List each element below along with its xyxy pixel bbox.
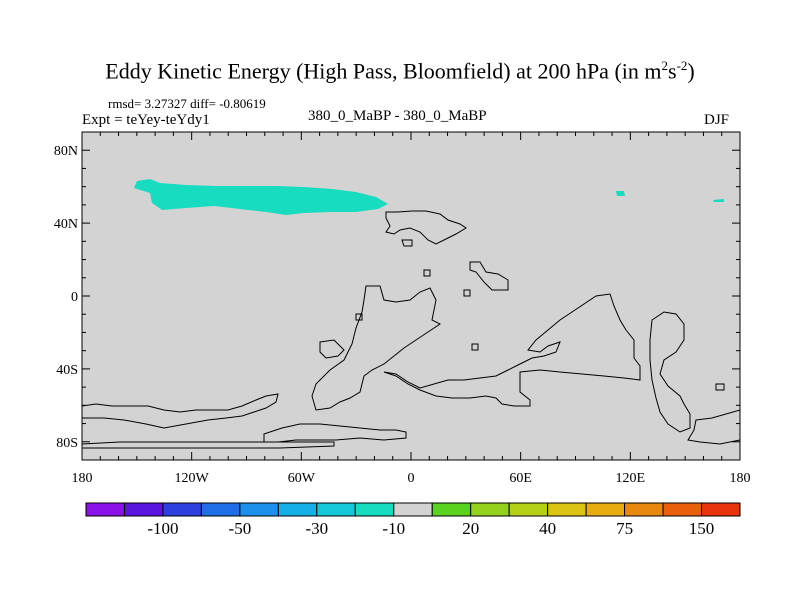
y-tick-label: 80N — [54, 144, 78, 159]
colorbar-label: -50 — [229, 519, 252, 538]
coastline-pacific-islands — [649, 311, 691, 433]
plot-title: Eddy Kinetic Energy (High Pass, Bloomfie… — [105, 58, 695, 84]
anomaly-shading — [134, 179, 724, 215]
coastline-europe — [385, 210, 467, 245]
coastline-small-island-3 — [355, 313, 363, 321]
coastline-antarctica-peninsula — [263, 423, 407, 443]
anomaly-region-east-asia — [616, 191, 625, 196]
colorbar-swatch — [585, 502, 626, 517]
x-tick-label: 180 — [730, 471, 751, 486]
y-tick-label: 80S — [56, 436, 78, 451]
colorbar-label: 150 — [689, 519, 715, 538]
coastline-africa-south — [383, 293, 641, 407]
experiment-label: Expt = teYey-teYdy1 — [82, 112, 210, 128]
colorbar-labels: -100 -50 -30 -10 20 40 75 150 — [147, 519, 714, 538]
colorbar-swatch — [547, 502, 587, 517]
axis-tick-labels: 180 120W 60W 0 60E 120E 180 80N 40N 0 40S 80S — [54, 144, 751, 486]
colorbar-label: -30 — [305, 519, 328, 538]
y-tick-label: 40N — [54, 217, 78, 232]
coastline-africa — [311, 285, 441, 411]
coastlines — [81, 210, 741, 449]
colorbar-swatch — [277, 502, 318, 517]
axis-ticks — [81, 131, 741, 461]
colorbar-swatch — [431, 502, 472, 517]
x-tick-label: 120W — [175, 471, 210, 486]
colorbar-label: -100 — [147, 519, 178, 538]
coastline-madagascar — [319, 339, 345, 359]
coastline-antarctica-west — [81, 393, 279, 429]
colorbar-swatch — [162, 502, 202, 517]
colorbar-label: 20 — [462, 519, 479, 538]
colorbar-label: 75 — [616, 519, 633, 538]
colorbar-swatch — [85, 502, 125, 517]
coastline-small-island-4 — [471, 343, 479, 351]
coastline-iberia-island — [401, 239, 413, 247]
colorbar-swatch — [508, 502, 549, 517]
y-tick-label: 0 — [71, 290, 78, 305]
colorbar-swatch — [123, 502, 164, 517]
colorbar — [85, 502, 741, 517]
x-tick-label: 0 — [408, 471, 415, 486]
coastline-small-island-1 — [423, 269, 431, 277]
colorbar-swatch — [200, 502, 241, 517]
anomaly-region-north-pacific-atlantic — [134, 179, 388, 215]
colorbar-swatch — [354, 502, 395, 517]
coastline-small-island-5 — [715, 383, 725, 391]
x-tick-label: 60W — [288, 471, 316, 486]
colorbar-swatch — [239, 502, 279, 517]
season-label: DJF — [704, 112, 730, 128]
coastline-small-island-2 — [463, 289, 471, 297]
map-background — [82, 132, 740, 460]
colorbar-swatch — [316, 502, 356, 517]
colorbar-label: -10 — [382, 519, 405, 538]
coastline-antarctica-south — [81, 441, 335, 449]
stats-label: rmsd= 3.27327 diff= -0.80619 — [108, 96, 266, 111]
colorbar-label: 40 — [539, 519, 556, 538]
x-tick-label: 120E — [616, 471, 646, 486]
x-tick-label: 180 — [72, 471, 93, 486]
colorbar-swatch — [624, 502, 664, 517]
colorbar-swatch — [470, 502, 510, 517]
coastline-antarctica-east — [687, 409, 741, 445]
anomaly-region-pacific — [713, 199, 724, 202]
coastline-arabia — [469, 261, 509, 291]
colorbar-swatch — [662, 502, 703, 517]
y-tick-label: 40S — [56, 363, 78, 378]
colorbar-swatch — [393, 502, 433, 517]
x-tick-label: 60E — [509, 471, 532, 486]
case-label: 380_0_MaBP - 380_0_MaBP — [308, 108, 487, 124]
colorbar-swatch — [701, 502, 741, 517]
